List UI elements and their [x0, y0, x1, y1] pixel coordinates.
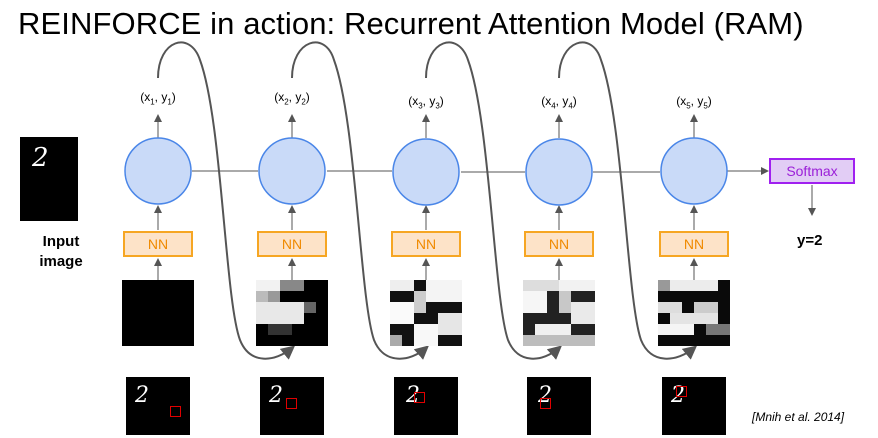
- location-thumbnail-1: 2: [126, 377, 190, 435]
- core-node-3: [392, 138, 460, 206]
- location-thumbnail-5: 2: [662, 377, 726, 435]
- glimpse-location-box: [414, 392, 425, 403]
- thumbnail-digit: 2: [671, 383, 685, 408]
- feedback-arrow-3: [425, 41, 563, 360]
- input-image: 2: [20, 137, 78, 221]
- nn-box-2: NN: [257, 231, 327, 257]
- location-output-4: (x4, y4): [541, 94, 577, 111]
- input-image-label: Input image: [39, 233, 83, 270]
- glimpse-patch-1: [122, 280, 194, 346]
- glimpse-patch-3: [390, 280, 462, 346]
- nn-box-1: NN: [123, 231, 193, 257]
- thumbnail-digit: 2: [135, 383, 149, 408]
- thumbnail-digit: 2: [406, 383, 420, 408]
- citation: [Mnih et al. 2014]: [752, 410, 845, 424]
- glimpse-patch-4: [523, 280, 595, 346]
- page-title: REINFORCE in action: Recurrent Attention…: [18, 6, 804, 41]
- feedback-arrow-1: [157, 41, 296, 360]
- glimpse-location-box: [676, 386, 687, 397]
- thumbnail-digit: 2: [538, 383, 552, 408]
- prediction-label: y=2: [797, 232, 823, 249]
- core-node-2: [258, 137, 326, 205]
- nn-box-3: NN: [391, 231, 461, 257]
- glimpse-location-box: [540, 398, 551, 409]
- core-node-4: [525, 138, 593, 206]
- nn-box-5: NN: [659, 231, 729, 257]
- location-output-2: (x2, y2): [274, 90, 310, 107]
- glimpse-location-box: [286, 398, 297, 409]
- location-thumbnail-3: 2: [394, 377, 458, 435]
- glimpse-patch-2: [256, 280, 328, 346]
- input-digit: 2: [32, 143, 49, 173]
- feedback-arrow-2: [291, 41, 430, 360]
- location-output-3: (x3, y3): [408, 94, 444, 111]
- softmax-box: Softmax: [769, 158, 855, 184]
- core-node-1: [124, 137, 192, 205]
- location-output-1: (x1, y1): [140, 90, 176, 107]
- thumbnail-digit: 2: [269, 383, 283, 408]
- location-thumbnail-2: 2: [260, 377, 324, 435]
- glimpse-patch-5: [658, 280, 730, 346]
- location-output-5: (x5, y5): [676, 94, 712, 111]
- glimpse-location-box: [170, 406, 181, 417]
- feedback-arrow-4: [558, 41, 698, 360]
- nn-box-4: NN: [524, 231, 594, 257]
- location-thumbnail-4: 2: [527, 377, 591, 435]
- core-node-5: [660, 137, 728, 205]
